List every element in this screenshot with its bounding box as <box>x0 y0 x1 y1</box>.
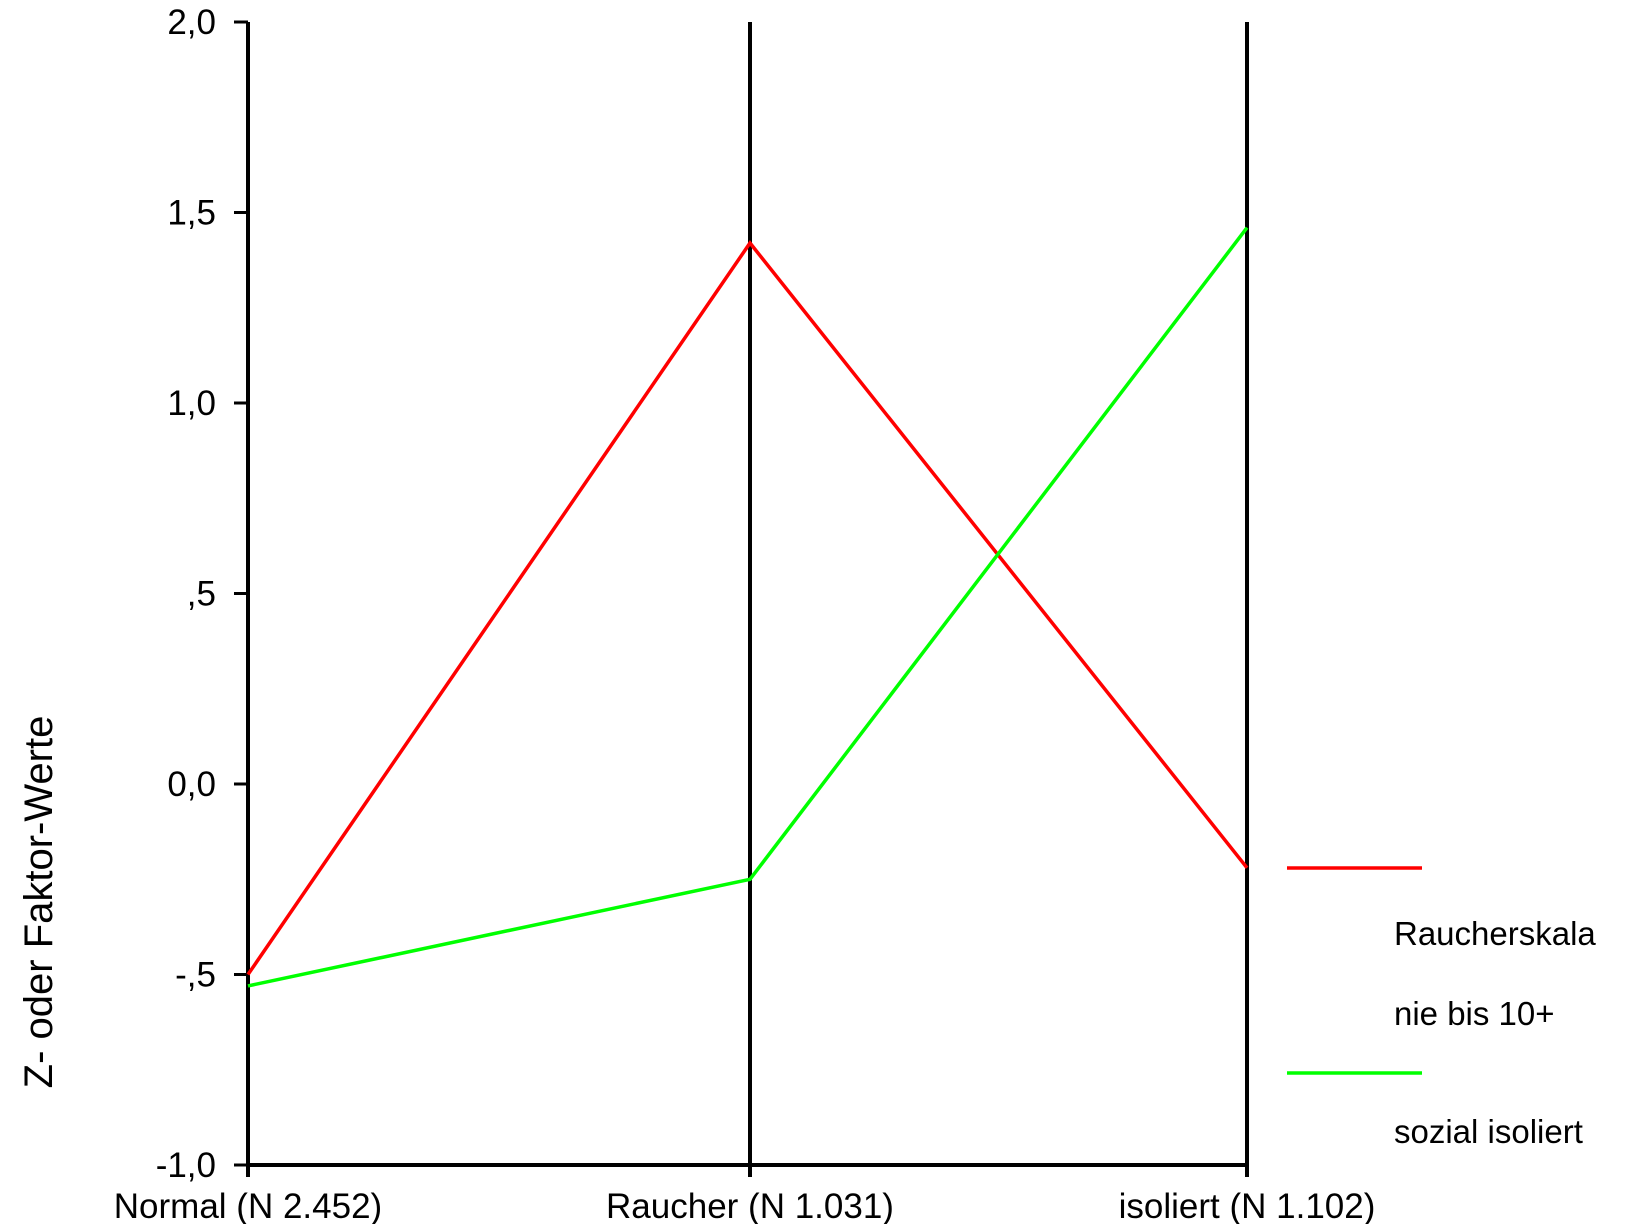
x-category-label: isoliert (N 1.102) <box>1119 1187 1376 1224</box>
y-tick-label: 0,0 <box>167 765 216 804</box>
series-line-0 <box>246 240 1249 976</box>
y-tick-label: ,5 <box>187 575 216 614</box>
legend-label: sozial isoliert <box>1394 1113 1583 1150</box>
x-axis-categories: Normal (N 2.452) Raucher (N 1.031) isolier… <box>114 1187 1376 1224</box>
x-category-label: Normal (N 2.452) <box>114 1187 382 1224</box>
y-tick-label: 2,0 <box>167 3 216 42</box>
category-axes <box>246 22 1249 1177</box>
y-tick-label: 1,5 <box>167 194 216 233</box>
legend-label: Raucherskala <box>1394 915 1596 952</box>
x-category-label: Raucher (N 1.031) <box>606 1187 894 1224</box>
legend-label: nie bis 10+ <box>1394 995 1555 1032</box>
y-tick-label: -1,0 <box>156 1146 216 1185</box>
y-tick-label: -,5 <box>175 956 216 995</box>
y-tick-label: 1,0 <box>167 384 216 423</box>
legend: Raucherskala nie bis 10+ sozial isoliert <box>1287 866 1596 1150</box>
series-line-1 <box>247 226 1249 988</box>
series-lines <box>246 226 1249 988</box>
y-axis-label: Z- oder Faktor-Werte <box>17 716 61 1089</box>
y-axis-ticks: 2,0 1,5 1,0 ,5 0,0 -,5 -1,0 <box>156 3 248 1185</box>
